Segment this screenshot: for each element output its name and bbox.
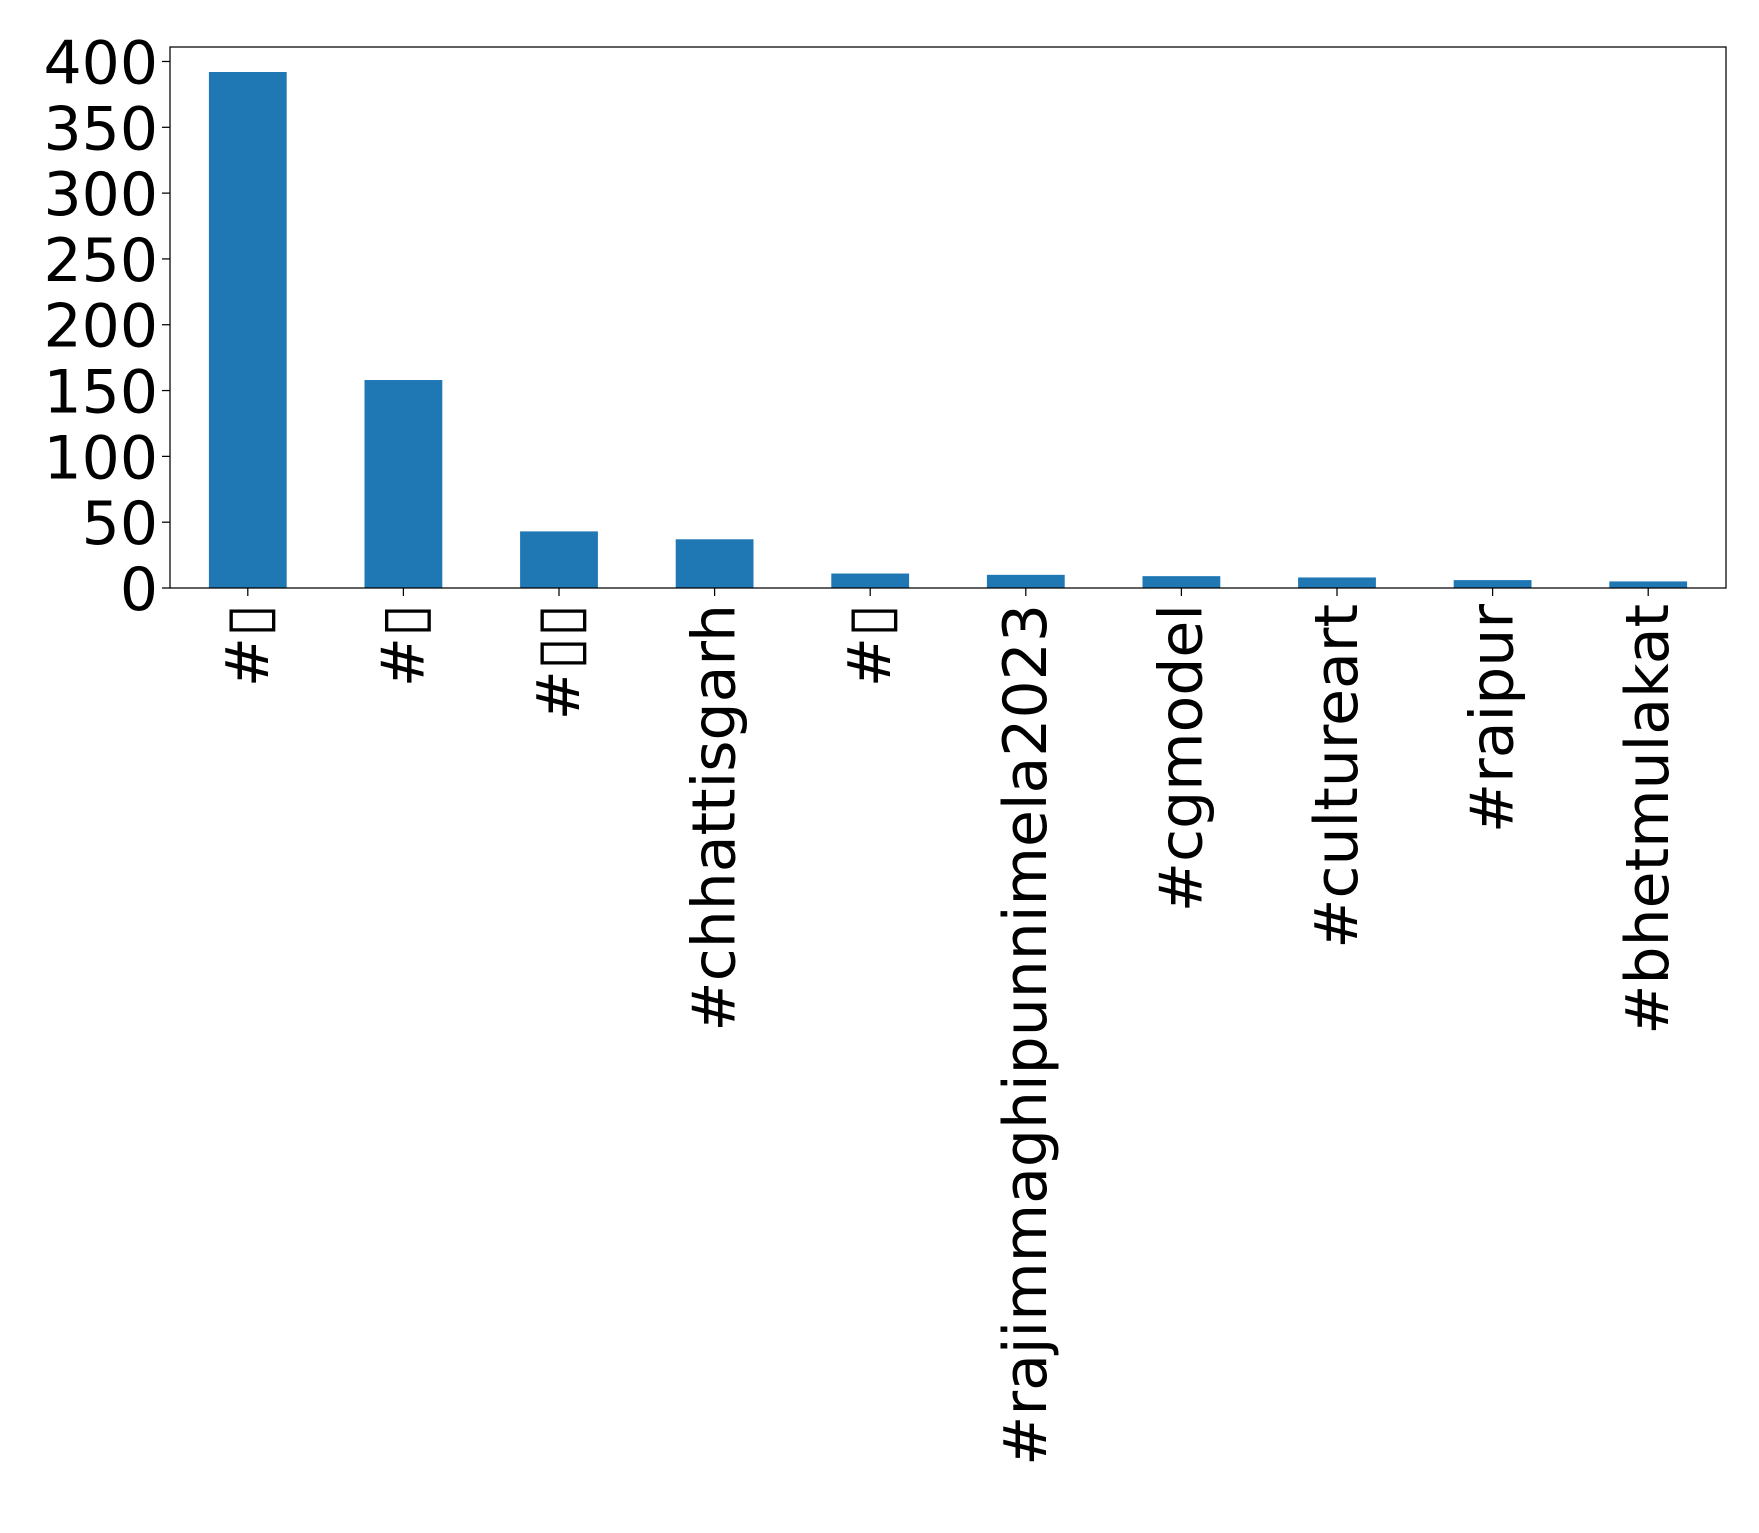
y-tick-label: 150 (43, 358, 158, 428)
bar-2 (364, 380, 443, 588)
x-tick-label: #cultureart (1302, 604, 1372, 949)
x-tick-label: #▯ (213, 604, 283, 687)
y-tick-label: 300 (43, 160, 158, 230)
bar-8 (1298, 577, 1376, 588)
bar-7 (1142, 576, 1221, 588)
bars-group (208, 72, 1688, 588)
x-tick-label: #▯ (835, 604, 905, 687)
bar-10 (1609, 581, 1688, 588)
y-tick-label: 200 (43, 292, 158, 362)
x-tick-label: #bhetmulakat (1613, 604, 1683, 1035)
x-tick-label: #▯▯ (524, 604, 594, 720)
bar-5 (831, 573, 910, 588)
x-tick-label: #cgmodel (1146, 604, 1216, 912)
x-tick-label: #chhattisgarh (680, 604, 750, 1032)
y-tick-label: 250 (43, 226, 158, 296)
x-tick-label: #rajimmaghipunnimela2023 (991, 604, 1061, 1466)
bar-4 (675, 539, 754, 588)
y-tick-label: 0 (120, 555, 158, 625)
bar-6 (986, 574, 1065, 588)
bar-3 (520, 531, 598, 588)
x-tick-label: #▯ (368, 604, 438, 687)
y-tick-label: 400 (43, 28, 158, 98)
bar-1 (208, 72, 287, 588)
x-axis: #▯ #▯ #▯▯ #chhattisgarh #▯ #rajimmaghipunnime… (213, 588, 1683, 1466)
y-tick-label: 50 (82, 489, 158, 559)
y-tick-label: 100 (43, 423, 158, 493)
plot-frame (169, 46, 1727, 589)
y-tick-label: 350 (43, 94, 158, 164)
bar-9 (1453, 580, 1532, 588)
x-tick-label: #raipur (1458, 604, 1528, 833)
